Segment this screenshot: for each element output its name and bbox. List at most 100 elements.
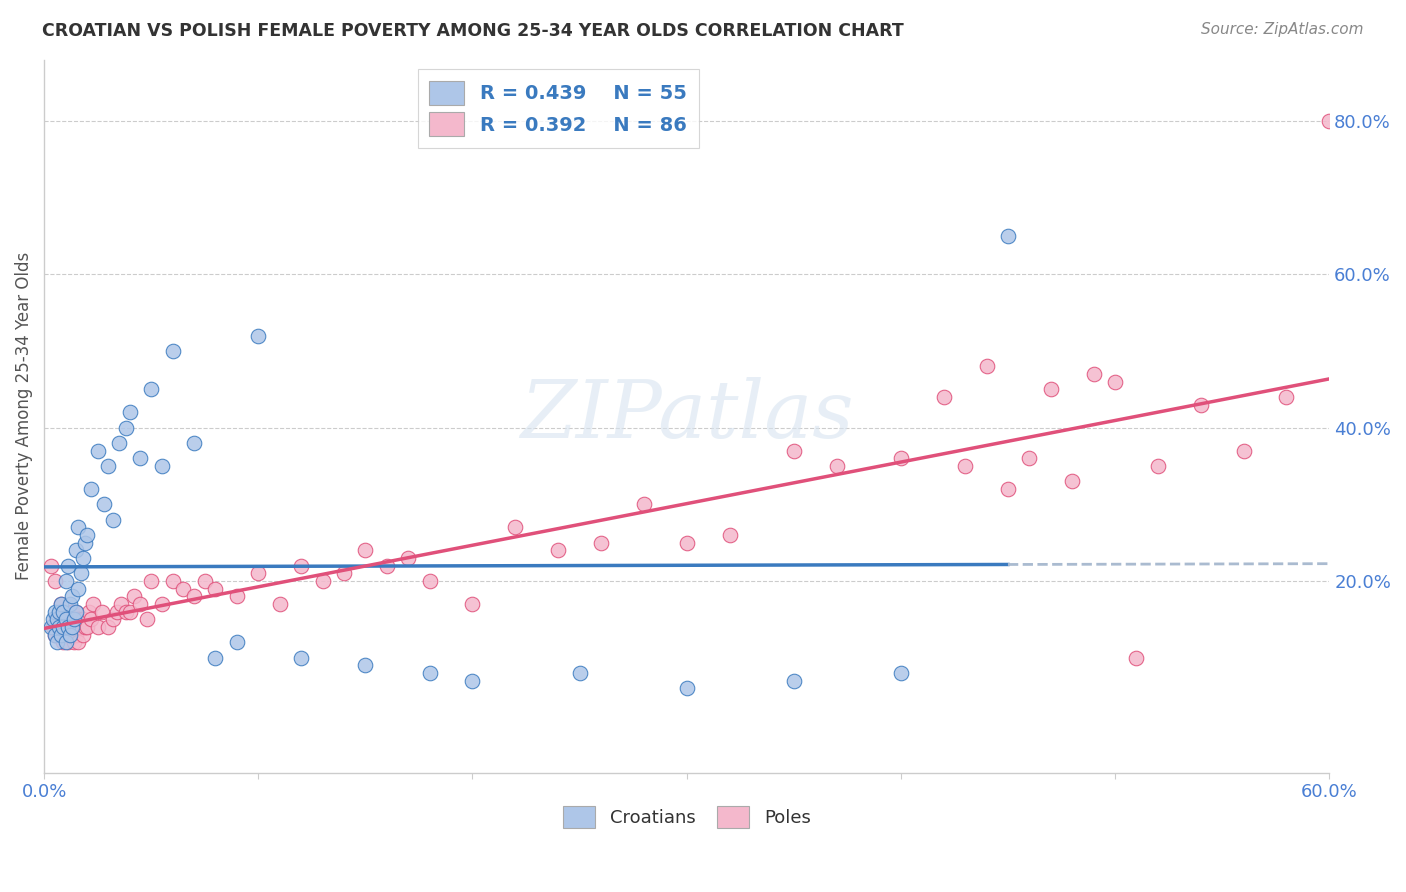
Point bbox=[589, 535, 612, 549]
Point bbox=[150, 458, 173, 473]
Point bbox=[77, 605, 100, 619]
Point bbox=[48, 628, 70, 642]
Point bbox=[80, 612, 103, 626]
Point bbox=[110, 597, 132, 611]
Point bbox=[1317, 114, 1340, 128]
Point bbox=[41, 612, 63, 626]
Point bbox=[183, 436, 205, 450]
Point bbox=[997, 229, 1019, 244]
Point bbox=[82, 597, 104, 611]
Point bbox=[333, 566, 356, 581]
Point bbox=[60, 620, 83, 634]
Point bbox=[39, 558, 62, 573]
Point bbox=[63, 612, 86, 626]
Text: CROATIAN VS POLISH FEMALE POVERTY AMONG 25-34 YEAR OLDS CORRELATION CHART: CROATIAN VS POLISH FEMALE POVERTY AMONG … bbox=[42, 22, 904, 40]
Point bbox=[97, 458, 120, 473]
Point bbox=[183, 590, 205, 604]
Point bbox=[890, 451, 912, 466]
Point bbox=[56, 620, 79, 634]
Point bbox=[44, 605, 66, 619]
Point bbox=[890, 666, 912, 681]
Point bbox=[51, 597, 73, 611]
Point bbox=[93, 497, 115, 511]
Point bbox=[67, 520, 90, 534]
Point bbox=[65, 543, 87, 558]
Point bbox=[63, 635, 86, 649]
Point bbox=[76, 528, 98, 542]
Point bbox=[101, 513, 124, 527]
Point bbox=[354, 543, 377, 558]
Point bbox=[204, 582, 226, 596]
Point bbox=[56, 620, 79, 634]
Point bbox=[568, 666, 591, 681]
Point bbox=[783, 673, 806, 688]
Point bbox=[633, 497, 655, 511]
Text: ZIPatlas: ZIPatlas bbox=[520, 377, 853, 455]
Point bbox=[825, 458, 848, 473]
Point bbox=[976, 359, 998, 374]
Point bbox=[105, 605, 128, 619]
Point bbox=[114, 420, 136, 434]
Point bbox=[46, 612, 69, 626]
Point bbox=[55, 628, 77, 642]
Legend: Croatians, Poles: Croatians, Poles bbox=[555, 798, 818, 835]
Point bbox=[718, 528, 741, 542]
Point bbox=[46, 635, 69, 649]
Point bbox=[141, 574, 163, 588]
Point bbox=[118, 405, 141, 419]
Point bbox=[51, 597, 73, 611]
Point bbox=[69, 620, 91, 634]
Point bbox=[48, 620, 70, 634]
Point bbox=[1039, 382, 1062, 396]
Point bbox=[72, 551, 94, 566]
Point bbox=[1275, 390, 1298, 404]
Point bbox=[52, 605, 75, 619]
Point bbox=[396, 551, 419, 566]
Point bbox=[419, 574, 441, 588]
Point bbox=[72, 628, 94, 642]
Point bbox=[1083, 367, 1105, 381]
Point bbox=[122, 590, 145, 604]
Point bbox=[76, 620, 98, 634]
Point bbox=[59, 628, 82, 642]
Point bbox=[67, 635, 90, 649]
Point bbox=[547, 543, 569, 558]
Point bbox=[67, 582, 90, 596]
Point bbox=[419, 666, 441, 681]
Point bbox=[118, 605, 141, 619]
Point bbox=[65, 605, 87, 619]
Point bbox=[52, 635, 75, 649]
Point bbox=[129, 451, 152, 466]
Point bbox=[60, 628, 83, 642]
Point bbox=[1232, 443, 1254, 458]
Point bbox=[60, 590, 83, 604]
Point bbox=[172, 582, 194, 596]
Point bbox=[59, 597, 82, 611]
Point bbox=[375, 558, 398, 573]
Point bbox=[311, 574, 333, 588]
Point bbox=[55, 612, 77, 626]
Point bbox=[59, 628, 82, 642]
Point bbox=[60, 605, 83, 619]
Point bbox=[65, 605, 87, 619]
Point bbox=[1189, 398, 1212, 412]
Point bbox=[783, 443, 806, 458]
Point bbox=[86, 443, 108, 458]
Point bbox=[65, 628, 87, 642]
Point bbox=[269, 597, 291, 611]
Point bbox=[86, 620, 108, 634]
Point bbox=[505, 520, 527, 534]
Point bbox=[1147, 458, 1170, 473]
Point bbox=[56, 635, 79, 649]
Point bbox=[51, 628, 73, 642]
Point bbox=[141, 382, 163, 396]
Point bbox=[52, 612, 75, 626]
Point bbox=[675, 681, 697, 696]
Point bbox=[52, 620, 75, 634]
Point bbox=[461, 673, 484, 688]
Point bbox=[953, 458, 976, 473]
Point bbox=[48, 605, 70, 619]
Point bbox=[1018, 451, 1040, 466]
Point bbox=[55, 574, 77, 588]
Point bbox=[41, 620, 63, 634]
